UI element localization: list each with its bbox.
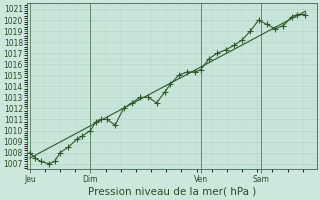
X-axis label: Pression niveau de la mer( hPa ): Pression niveau de la mer( hPa ) xyxy=(88,187,256,197)
